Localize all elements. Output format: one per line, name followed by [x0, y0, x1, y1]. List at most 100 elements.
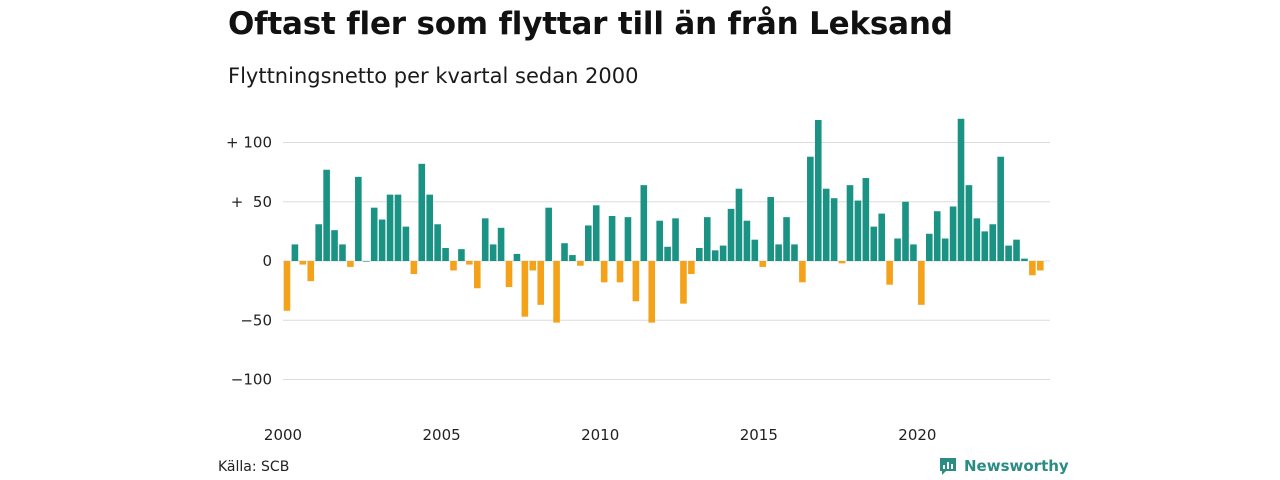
x-tick-label: 2020 [898, 426, 936, 444]
brand-name: Newsworthy [964, 457, 1069, 475]
bar [894, 238, 901, 262]
bar [378, 219, 386, 262]
brand-logo: Newsworthy [938, 456, 1069, 476]
bar [410, 261, 418, 275]
bar [331, 230, 338, 261]
bar [719, 245, 727, 261]
bar [814, 119, 822, 261]
bar [323, 169, 330, 261]
x-axis-labels: 2000 2005 2010 2015 2020 [264, 426, 937, 444]
bar [735, 188, 743, 261]
bar [910, 244, 917, 261]
bar [902, 201, 909, 261]
bar [1029, 261, 1036, 276]
bar [362, 261, 370, 262]
bar [989, 224, 997, 261]
bar [878, 213, 886, 261]
chart-title: Oftast fler som flyttar till än från Lek… [228, 6, 953, 42]
bar [973, 218, 981, 261]
bar [481, 218, 489, 261]
bar [918, 261, 925, 305]
bar [997, 156, 1004, 261]
source-note: Källa: SCB [218, 459, 290, 475]
x-tick-label: 2000 [264, 426, 302, 444]
bar [513, 253, 521, 261]
bar [473, 261, 481, 289]
bar [925, 233, 933, 262]
bar [870, 226, 878, 261]
bar [529, 261, 537, 271]
y-axis-labels: + 100 + 50 0 −50 −100 [226, 134, 272, 389]
bar [386, 194, 394, 261]
bars [283, 118, 1044, 323]
y-tick-label: 0 [262, 252, 272, 270]
bar [624, 217, 632, 261]
bar [299, 261, 307, 265]
x-tick-label: 2010 [581, 426, 619, 444]
bar [743, 220, 751, 261]
bar [553, 261, 560, 323]
bar [664, 246, 671, 261]
bar [886, 261, 893, 285]
bar [521, 261, 529, 317]
bar [759, 261, 767, 267]
bar [291, 244, 299, 261]
bar [696, 247, 703, 262]
bar [783, 217, 790, 261]
bar [632, 261, 640, 302]
bar [648, 261, 656, 323]
bar [846, 185, 854, 261]
bar [442, 247, 449, 262]
bar [307, 261, 315, 282]
bar [941, 238, 949, 262]
bar [711, 250, 719, 262]
bar [426, 194, 434, 261]
bar [608, 215, 616, 261]
bar [600, 261, 608, 283]
bar [497, 227, 505, 261]
bar [466, 261, 473, 265]
bar [505, 261, 513, 288]
bar [799, 261, 806, 283]
bar [838, 261, 846, 264]
bar [703, 217, 711, 261]
bar [315, 224, 322, 261]
bar [394, 194, 402, 261]
bar [537, 261, 545, 305]
bar [283, 261, 291, 311]
bar [854, 200, 862, 261]
bar [933, 211, 941, 261]
bar [981, 231, 989, 262]
bar [672, 218, 679, 261]
bar [640, 185, 648, 261]
bar [577, 261, 584, 266]
bar [957, 118, 965, 261]
bar [569, 255, 576, 261]
bar [830, 198, 838, 261]
bar [616, 261, 624, 283]
bar [418, 163, 426, 261]
bar [592, 205, 600, 262]
bar [1005, 245, 1012, 261]
bar [450, 261, 457, 271]
bar [680, 261, 687, 304]
x-tick-label: 2005 [423, 426, 461, 444]
bar [434, 224, 441, 261]
bar [402, 226, 410, 261]
bar [1013, 239, 1020, 261]
bar [751, 239, 759, 261]
bar [727, 208, 735, 261]
bar [862, 178, 870, 261]
bar [791, 244, 798, 261]
bar [561, 243, 568, 261]
bar [949, 206, 957, 261]
bar [965, 185, 973, 261]
x-tick-label: 2015 [740, 426, 778, 444]
newsworthy-logo-icon [940, 458, 956, 475]
bar [767, 197, 774, 261]
chart-subtitle: Flyttningsnetto per kvartal sedan 2000 [228, 64, 639, 88]
bar [545, 207, 552, 262]
bar [347, 261, 354, 267]
bar [822, 188, 830, 261]
